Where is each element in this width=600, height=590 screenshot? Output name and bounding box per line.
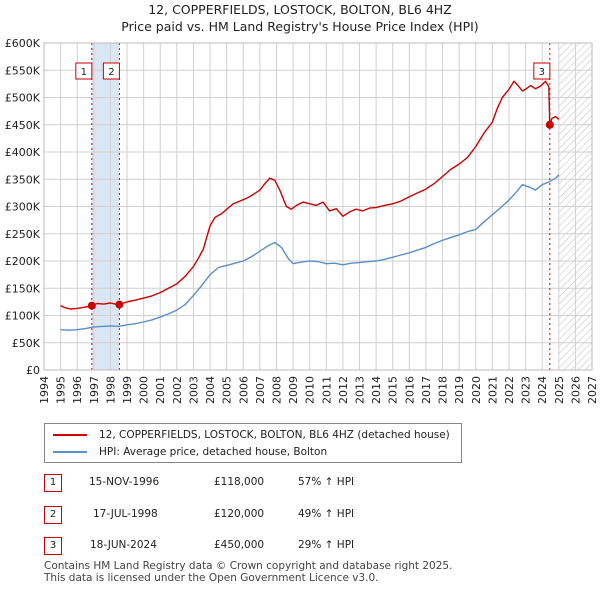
y-tick-label: £100K [5,310,41,323]
x-tick-label: 2002 [171,376,184,404]
x-tick-label: 2023 [520,376,533,404]
y-tick-label: £600K [5,37,41,50]
x-tick-label: 1995 [55,376,68,404]
x-tick-label: 2017 [420,376,433,404]
marker-box-3 [533,62,551,80]
footer-attribution: Contains HM Land Registry data © Crown c… [44,560,452,584]
chart-title-line2: Price paid vs. HM Land Registry's House … [121,19,479,34]
footer-line2: This data is licensed under the Open Gov… [44,572,379,584]
legend-label-property: 12, COPPERFIELDS, LOSTOCK, BOLTON, BL6 4… [99,429,450,441]
transaction-number: 1 [44,474,62,492]
y-tick-label: £0 [26,364,40,377]
x-tick-label: 2009 [287,376,300,404]
x-tick-label: 1994 [38,376,51,404]
x-tick-label: 2024 [536,376,549,404]
marker-label-1: 1 [81,67,87,78]
sale-point-3 [545,120,554,129]
marker-label-3: 3 [539,67,545,78]
x-tick-label: 2010 [304,376,317,404]
y-tick-label: £300K [5,201,41,214]
x-tick-label: 2018 [437,376,450,404]
x-tick-label: 2007 [254,376,267,404]
legend-item-hpi: HPI: Average price, detached house, Bolt… [53,444,327,460]
x-tick-label: 1998 [104,376,117,404]
x-tick-label: 2012 [337,376,350,404]
transaction-date: 15-NOV-1996 [89,476,160,488]
footer-line1: Contains HM Land Registry data © Crown c… [44,560,453,572]
x-tick-label: 2001 [154,376,167,404]
x-tick-label: 2003 [187,376,200,404]
x-tick-label: 2008 [270,376,283,404]
x-tick-label: 1996 [71,376,84,404]
transaction-date: 18-JUN-2024 [90,539,157,551]
transaction-number: 3 [44,537,62,555]
sale-point-2 [115,300,124,309]
y-tick-label: £500K [5,92,41,105]
x-tick-label: 2015 [387,376,400,404]
y-tick-label: £250K [5,228,41,241]
transaction-price: £450,000 [214,539,265,551]
x-tick-label: 2006 [237,376,250,404]
y-tick-label: £550K [5,64,41,77]
x-tick-label: 2016 [403,376,416,404]
x-tick-label: 2027 [586,376,599,404]
marker-box-2 [102,62,120,80]
x-tick-label: 1999 [121,376,134,404]
transaction-hpi: 29% ↑ HPI [298,539,355,551]
x-tick-label: 2022 [503,376,516,404]
x-tick-label: 2026 [569,376,582,404]
x-tick-label: 1997 [88,376,101,404]
x-tick-label: 2020 [470,376,483,404]
property-price-line [60,80,560,310]
y-tick-label: £350K [5,173,41,186]
x-tick-label: 2014 [370,376,383,404]
transaction-price: £118,000 [214,476,265,488]
transaction-date: 17-JUL-1998 [93,508,158,520]
x-tick-label: 2011 [320,376,333,404]
legend-swatch-property [53,434,87,436]
x-tick-label: 2000 [138,376,151,404]
y-tick-label: £150K [5,282,41,295]
chart-legend: 12, COPPERFIELDS, LOSTOCK, BOLTON, BL6 4… [44,423,462,463]
x-tick-label: 2019 [453,376,466,404]
chart-title-line1: 12, COPPERFIELDS, LOSTOCK, BOLTON, BL6 4… [148,2,452,17]
x-tick-label: 2005 [221,376,234,404]
y-tick-label: £50K [12,337,41,350]
transaction-price: £120,000 [214,508,265,520]
legend-item-property: 12, COPPERFIELDS, LOSTOCK, BOLTON, BL6 4… [53,427,450,443]
x-tick-label: 2004 [204,376,217,404]
sale-point-1 [87,301,96,310]
x-tick-label: 2021 [486,376,499,404]
transaction-number: 2 [44,506,62,524]
marker-label-2: 2 [108,67,114,78]
marker-box-1 [75,62,93,80]
y-tick-label: £200K [5,255,41,268]
transaction-hpi: 49% ↑ HPI [298,508,355,520]
hpi-line [60,174,560,331]
transaction-hpi: 57% ↑ HPI [298,476,355,488]
legend-swatch-hpi [53,451,87,453]
x-tick-label: 2013 [354,376,367,404]
x-tick-label: 2025 [553,376,566,404]
price-chart: 1 2 3 £0 £50K £100K £150K £200K £250K £300K £350K £… [5,37,599,404]
legend-label-hpi: HPI: Average price, detached house, Bolt… [99,446,328,458]
plot-frame [43,42,593,371]
y-tick-label: £450K [5,119,41,132]
y-tick-label: £400K [5,146,41,159]
